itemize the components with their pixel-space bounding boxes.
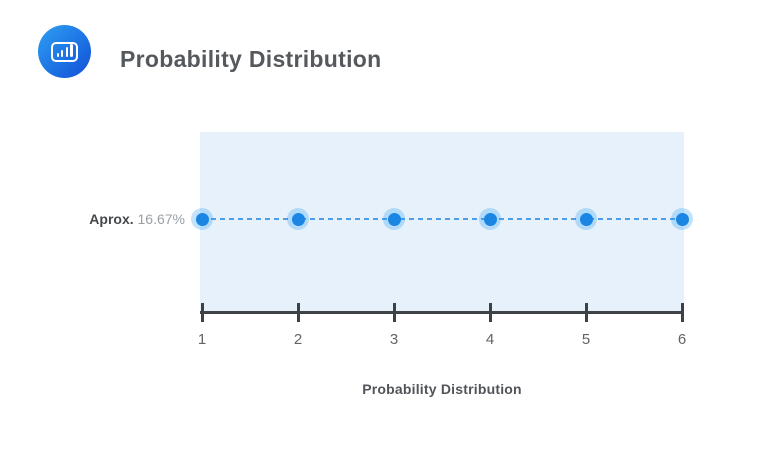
data-point-4	[479, 208, 501, 230]
data-point-marker	[483, 212, 497, 226]
plot-area	[200, 132, 684, 311]
x-axis-tick-label: 3	[389, 331, 399, 348]
probability-annotation: Aprox. 16.67%	[0, 211, 185, 227]
distribution-line	[202, 218, 682, 220]
x-axis-tick-label: 2	[293, 331, 303, 348]
annotation-value: 16.67%	[137, 211, 185, 227]
data-point-1	[191, 208, 213, 230]
x-axis-tick	[488, 303, 492, 322]
x-axis-label: Probability Distribution	[362, 381, 522, 397]
data-point-3	[383, 208, 405, 230]
x-axis-tick	[296, 303, 300, 322]
bar-chart-icon-frame	[51, 41, 78, 62]
data-point-5	[575, 208, 597, 230]
bar-chart-icon	[38, 25, 91, 78]
bar-chart-icon-bar	[65, 46, 68, 57]
x-axis-tick	[392, 303, 396, 322]
page-title: Probability Distribution	[120, 46, 382, 72]
annotation-label: Aprox.	[89, 211, 134, 227]
bar-chart-icon-bar	[70, 44, 73, 57]
data-point-marker	[195, 212, 209, 226]
data-point-marker	[675, 212, 689, 226]
x-axis-tick	[200, 303, 204, 322]
x-axis-tick-label: 4	[485, 331, 495, 348]
data-point-6	[671, 208, 693, 230]
data-point-marker	[579, 212, 593, 226]
data-point-2	[287, 208, 309, 230]
data-point-marker	[387, 212, 401, 226]
x-axis-tick-label: 1	[197, 331, 207, 348]
bar-chart-icon-bar	[61, 49, 64, 57]
x-axis-tick-label: 5	[581, 331, 591, 348]
x-axis-tick-label: 6	[677, 331, 687, 348]
bar-chart-icon-bar	[56, 53, 59, 57]
x-axis-tick	[584, 303, 588, 322]
x-axis	[200, 311, 684, 314]
data-point-marker	[291, 212, 305, 226]
x-axis-tick	[680, 303, 684, 322]
